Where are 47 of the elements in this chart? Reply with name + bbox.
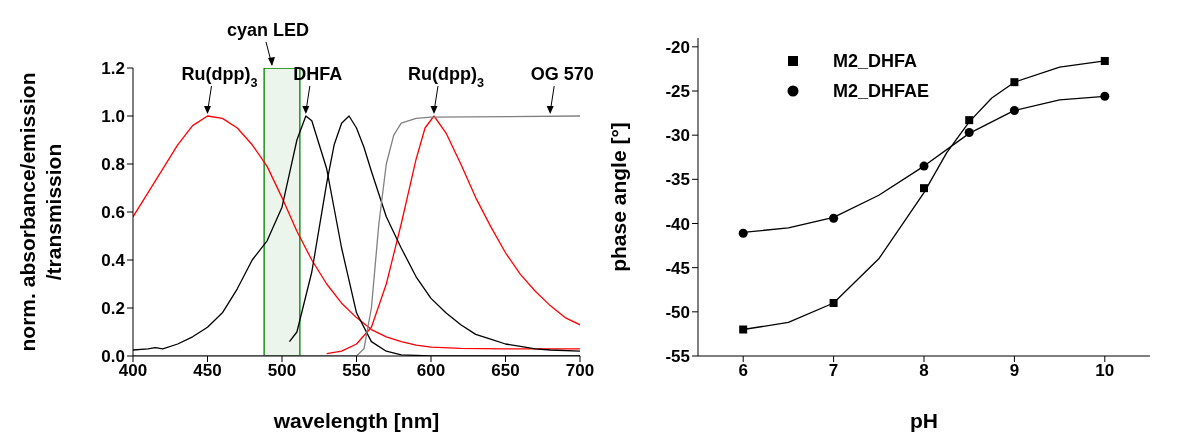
point [829, 213, 839, 223]
y-tick-label: 0.4 [101, 251, 126, 271]
y-tick-label: 0.6 [101, 203, 125, 223]
legend-label: M2_DHFA [833, 50, 918, 72]
band-label: cyan LED [226, 20, 310, 40]
x-axis-title: pH [910, 409, 938, 432]
y-tick-label: -55 [665, 347, 690, 367]
x-axis-title: wavelength [nm] [272, 409, 440, 432]
y-tick-label: 0.2 [101, 299, 125, 319]
x-tick-label: 650 [491, 361, 520, 381]
point [1100, 91, 1110, 101]
x-tick-label: 600 [416, 361, 446, 381]
x-tick-label: 6 [738, 361, 748, 381]
y-tick-label: -30 [665, 126, 690, 146]
point [964, 128, 974, 138]
point [965, 116, 974, 125]
x-tick-label: 9 [1009, 361, 1020, 381]
point [1010, 78, 1019, 87]
x-tick-label: 500 [267, 361, 297, 381]
annotation: Ru(dpp)$_{3}$ [407, 64, 484, 90]
point [1009, 105, 1019, 115]
point [1100, 56, 1109, 65]
x-tick-label: 700 [565, 361, 595, 381]
y-tick-label: -45 [665, 258, 690, 278]
y-tick-label: -20 [665, 37, 690, 57]
y-axis-title: norm. absorbance/emission /transmission [16, 72, 65, 352]
x-tick-label: 450 [193, 361, 222, 381]
y-tick-label: -50 [665, 302, 690, 322]
y-tick-label: 1.2 [101, 59, 125, 79]
x-tick-label: 10 [1095, 361, 1115, 381]
y-tick-label: 1.0 [101, 107, 125, 127]
y-tick-label: 0.8 [101, 155, 125, 175]
y-axis-title: phase angle [°] [607, 122, 630, 272]
y-tick-label: -25 [665, 82, 690, 102]
point [919, 161, 929, 171]
x-tick-label: 8 [919, 361, 929, 381]
y-tick-label: -40 [665, 214, 690, 234]
point [738, 228, 748, 238]
annotation: OG 570 [530, 64, 594, 84]
x-tick-label: 7 [828, 361, 839, 381]
point [920, 184, 928, 193]
point [739, 325, 748, 334]
legend-label: M2_DHFAE [833, 80, 930, 102]
annotation: Ru(dpp)$_{3}$ [181, 64, 258, 90]
x-tick-label: 550 [342, 361, 371, 381]
point [829, 299, 838, 307]
y-tick-label: -35 [665, 170, 690, 190]
